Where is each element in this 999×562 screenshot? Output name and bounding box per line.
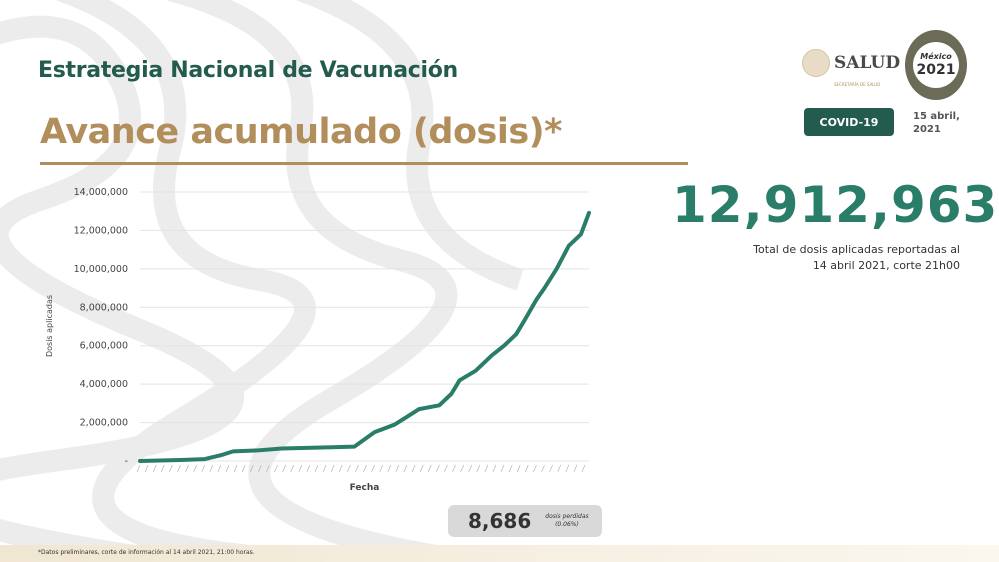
seal-icon bbox=[802, 49, 830, 77]
y-tick-label: 10,000,000 bbox=[74, 264, 128, 275]
x-tick-mark bbox=[549, 464, 553, 473]
x-tick-mark bbox=[557, 464, 561, 473]
lost-doses-box: 8,686 dosis perdidas (0.06%) bbox=[448, 505, 602, 537]
x-tick-mark bbox=[525, 464, 529, 473]
x-tick-mark bbox=[258, 464, 262, 473]
x-tick-mark bbox=[508, 464, 513, 473]
x-tick-mark bbox=[411, 464, 416, 473]
lost-doses-label: dosis perdidas bbox=[545, 513, 589, 520]
x-tick-mark bbox=[355, 464, 359, 473]
doses-line-chart: - 2,000,000 4,000,000 6,000,000 8,000,000 10,… bbox=[45, 187, 591, 493]
x-tick-mark bbox=[363, 464, 367, 473]
mexico-2021-emblem: México 2021 bbox=[905, 30, 967, 100]
date-line-2: 2021 bbox=[913, 124, 941, 135]
background-pattern bbox=[0, 0, 524, 545]
x-tick-mark bbox=[217, 464, 222, 473]
x-tick-mark bbox=[460, 464, 464, 473]
x-tick-mark bbox=[395, 464, 400, 473]
x-tick-mark bbox=[233, 464, 238, 473]
report-date: 15 abril, 2021 bbox=[913, 110, 960, 136]
x-tick-mark bbox=[201, 464, 205, 473]
x-tick-mark bbox=[314, 464, 319, 473]
caption-line-1: Total de dosis aplicadas reportadas al bbox=[753, 243, 960, 256]
y-tick-label: 14,000,000 bbox=[74, 187, 128, 198]
y-tick-label: - bbox=[125, 456, 128, 467]
x-tick-mark bbox=[338, 464, 343, 473]
x-tick-mark bbox=[565, 464, 570, 473]
x-tick-mark bbox=[347, 464, 351, 473]
x-tick-mark bbox=[298, 464, 303, 473]
total-doses: 12,912,963 bbox=[672, 176, 999, 234]
x-tick-mark bbox=[573, 464, 578, 473]
x-tick-mark bbox=[403, 464, 408, 473]
x-tick-mark bbox=[533, 464, 537, 473]
x-tick-mark bbox=[266, 464, 270, 473]
x-tick-mark bbox=[193, 464, 197, 473]
x-tick-mark bbox=[290, 464, 294, 473]
x-tick-mark bbox=[484, 464, 489, 473]
x-tick-mark bbox=[500, 464, 505, 473]
y-tick-label: 12,000,000 bbox=[74, 225, 128, 236]
x-tick-mark bbox=[274, 464, 278, 473]
page-subtitle: Avance acumulado (dosis)* bbox=[40, 112, 563, 152]
y-axis-label: Dosis aplicadas bbox=[45, 295, 54, 357]
x-tick-mark bbox=[177, 464, 181, 473]
x-tick-mark bbox=[241, 464, 246, 473]
lost-doses-percent: (0.06%) bbox=[555, 521, 579, 528]
x-tick-mark bbox=[152, 464, 157, 473]
x-tick-mark bbox=[468, 464, 472, 473]
page-title: Estrategia Nacional de Vacunación bbox=[38, 58, 458, 83]
y-tick-label: 6,000,000 bbox=[80, 341, 128, 352]
x-tick-mark bbox=[541, 464, 545, 473]
title-divider bbox=[40, 162, 688, 165]
x-tick-mark bbox=[371, 464, 375, 473]
footnote: *Datos preliminares, corte de informació… bbox=[38, 549, 255, 556]
salud-subtext: SECRETARÍA DE SALUD bbox=[834, 82, 881, 87]
x-tick-mark bbox=[209, 464, 214, 473]
lost-doses-value: 8,686 bbox=[468, 509, 532, 533]
x-tick-mark bbox=[379, 464, 383, 473]
x-tick-mark bbox=[249, 464, 254, 473]
x-tick-mark bbox=[427, 464, 432, 473]
total-caption: Total de dosis aplicadas reportadas al 14… bbox=[730, 242, 960, 274]
x-tick-mark bbox=[436, 464, 440, 473]
x-tick-mark bbox=[419, 464, 424, 473]
x-tick-mark bbox=[306, 464, 311, 473]
emblem-title: México bbox=[920, 52, 952, 61]
y-tick-label: 4,000,000 bbox=[80, 379, 128, 390]
y-tick-label: 8,000,000 bbox=[80, 302, 128, 313]
salud-text: SALUD bbox=[834, 53, 901, 73]
salud-logo: SALUD bbox=[802, 49, 901, 77]
x-tick-mark bbox=[476, 464, 481, 473]
caption-line-2: 14 abril 2021, corte 21h00 bbox=[812, 259, 960, 272]
x-tick-mark bbox=[387, 464, 392, 473]
x-tick-mark bbox=[185, 464, 189, 473]
x-tick-mark bbox=[581, 464, 586, 473]
x-tick-mark bbox=[444, 464, 448, 473]
x-tick-mark bbox=[169, 464, 173, 473]
y-tick-label: 2,000,000 bbox=[80, 418, 128, 429]
x-tick-mark bbox=[282, 464, 286, 473]
x-tick-mark bbox=[144, 464, 149, 473]
x-tick-mark bbox=[516, 464, 521, 473]
footer-band bbox=[0, 545, 999, 562]
emblem-year: 2021 bbox=[916, 62, 956, 78]
x-tick-mark bbox=[452, 464, 456, 473]
x-axis-label: Fecha bbox=[350, 483, 380, 493]
x-tick-mark bbox=[322, 464, 327, 473]
covid-badge: COVID-19 bbox=[804, 108, 894, 136]
x-tick-mark bbox=[225, 464, 230, 473]
series-line bbox=[138, 210, 591, 463]
x-tick-mark bbox=[330, 464, 335, 473]
x-tick-mark bbox=[136, 464, 141, 473]
x-tick-mark bbox=[492, 464, 497, 473]
date-line-1: 15 abril, bbox=[913, 111, 960, 122]
x-tick-mark bbox=[160, 464, 165, 473]
